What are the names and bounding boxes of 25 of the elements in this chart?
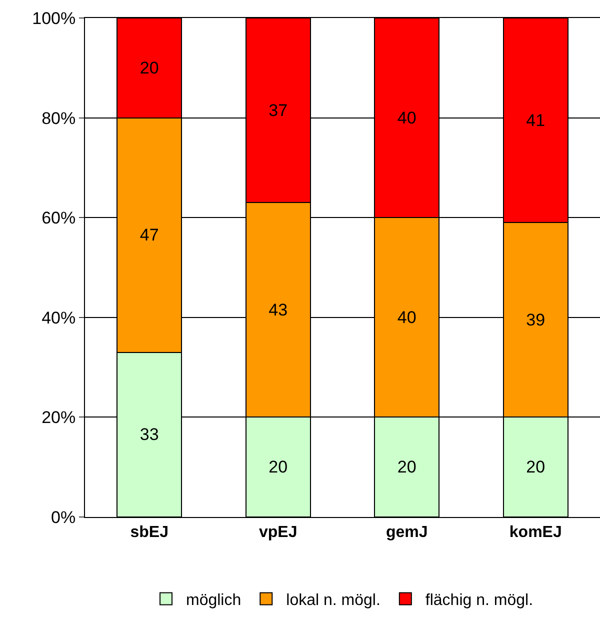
y-tick-label: 20% [42,408,76,428]
x-tick-label: vpEJ [259,524,298,542]
data-label: 20 [268,458,288,477]
legend-label: möglich [186,592,242,610]
x-tick-label: komEJ [509,524,562,542]
x-tick-label: sbEJ [130,524,169,542]
data-label: 33 [140,425,159,444]
data-label: 39 [526,310,546,330]
y-tick-label: 60% [42,208,76,228]
data-label: 47 [140,226,159,245]
data-label: 20 [526,458,546,477]
data-label: 41 [526,110,546,130]
x-tick-label: gemJ [386,524,428,542]
data-label: 43 [268,300,288,320]
data-label: 40 [397,108,416,128]
data-label: 40 [397,308,416,327]
data-label: 37 [268,100,288,120]
y-tick-label: 40% [42,308,76,328]
y-tick-label: 0% [51,508,76,527]
data-label: 20 [140,58,159,78]
legend-label: flächig n. mögl. [425,592,534,610]
data-label: 20 [397,458,416,477]
legend-label: lokal n. mögl. [286,592,380,610]
y-tick-label: 80% [42,108,76,128]
y-tick-label: 100% [32,8,76,28]
